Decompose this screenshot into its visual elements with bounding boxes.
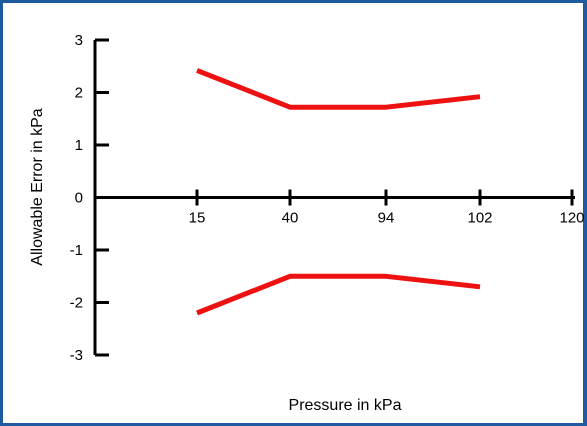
y-axis-title: Allowable Error in kPa: [29, 108, 46, 266]
y-tick-label: 1: [75, 137, 83, 154]
y-tick-label: 2: [75, 85, 83, 102]
x-tick-label: 94: [378, 210, 395, 227]
x-axis-title: Pressure in kPa: [289, 397, 402, 414]
y-tick-label: 3: [75, 32, 83, 49]
chart-series: [196, 68, 481, 316]
x-tick-label: 102: [467, 210, 492, 227]
y-tick-label: -2: [70, 295, 83, 312]
x-tick-label: 15: [189, 210, 206, 227]
chart-axes: [93, 40, 575, 355]
upper-error-limit-line: [196, 68, 481, 110]
y-tick-label: -3: [70, 347, 83, 364]
x-tick-label: 120: [559, 210, 584, 227]
x-tick-label: 40: [282, 210, 299, 227]
x-axis-ticks: 15 40 94 102 120: [189, 189, 585, 227]
lower-error-limit-line: [196, 273, 481, 316]
y-tick-label: 0: [75, 190, 83, 207]
y-axis-ticks: 3 2 1 0 -1 -2 -3: [70, 32, 109, 364]
y-tick-label: -1: [70, 242, 83, 259]
